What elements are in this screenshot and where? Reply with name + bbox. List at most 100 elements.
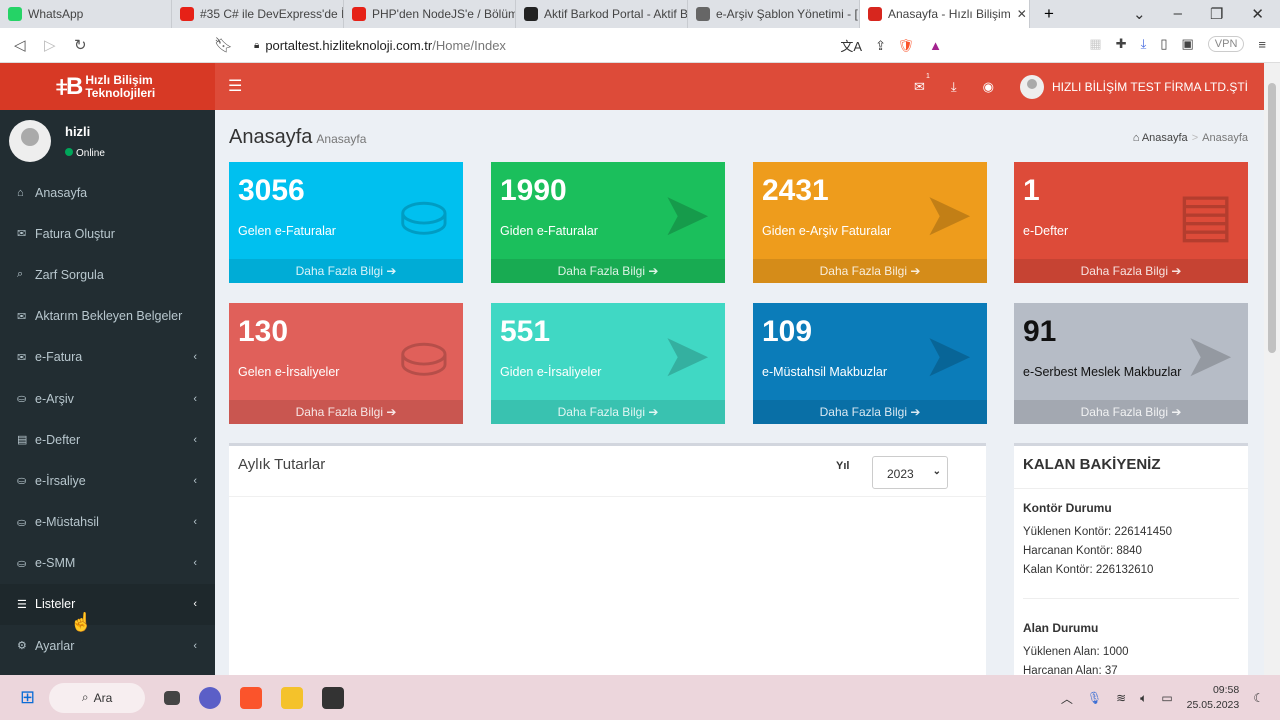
sidebar-item-ayarlar[interactable]: ⚙ Ayarlar ‹: [0, 625, 215, 666]
brave-icon[interactable]: [240, 686, 263, 709]
microphone-icon[interactable]: 🎙︎: [1086, 691, 1103, 705]
new-tab-icon[interactable]: +: [1044, 4, 1054, 23]
page-title: Anasayfa Anasayfa: [229, 126, 366, 149]
sidebar-item-e-fatura[interactable]: ✉ e-Fatura ‹: [0, 337, 215, 378]
volume-icon[interactable]: 🔈︎: [1140, 690, 1148, 705]
minimize-icon[interactable]: –: [1173, 5, 1182, 22]
more-info-link[interactable]: Daha Fazla Bilgi ➔: [753, 259, 987, 283]
taskbar-search[interactable]: ⌕ Ara: [49, 682, 146, 713]
share-icon[interactable]: ⇪: [875, 37, 886, 53]
browser-tab[interactable]: #35 C# ile DevExpress'de İş: [172, 0, 344, 28]
chevron-left-icon: ‹: [193, 392, 197, 405]
inbox-icon: ⛀: [17, 475, 27, 488]
chevron-up-icon[interactable]: ︿: [1060, 691, 1073, 706]
mail-icon[interactable]: ✉ 1: [913, 72, 930, 94]
page-subtitle: Anasayfa: [316, 132, 367, 146]
page-title-text: Anasayfa: [229, 126, 313, 148]
battery-icon[interactable]: ▭: [1161, 691, 1173, 705]
restore-icon[interactable]: ❐: [1209, 6, 1224, 23]
sidebar-item-e-i-rsaliye[interactable]: ⛀ e-İrsaliye ‹: [0, 460, 215, 501]
sidebar-item-label: Anasayfa: [35, 185, 88, 200]
sidebar-item-e-m-stahsil[interactable]: ⛀ e-Müstahsil ‹: [0, 502, 215, 543]
browser-tab[interactable]: Anasayfa - Hızlı Bilişim ✕: [860, 0, 1030, 28]
download-icon[interactable]: ⤓: [950, 78, 957, 94]
tile-label: Giden e-İrsaliyeler: [500, 365, 602, 379]
eye-icon[interactable]: ◉: [982, 78, 994, 94]
browser-tab[interactable]: e-Arşiv Şablon Yönetimi - [: [688, 0, 860, 28]
breadcrumb-current: Anasayfa: [1202, 132, 1248, 144]
teams-icon[interactable]: [199, 686, 222, 709]
clock[interactable]: 09:58 25.05.2023: [1187, 683, 1240, 713]
back-icon[interactable]: ◁: [14, 37, 26, 54]
browser-tab[interactable]: WhatsApp: [0, 0, 172, 28]
reload-icon[interactable]: ↻: [74, 37, 87, 54]
menu-icon[interactable]: ≡: [1258, 36, 1266, 52]
sidebar-item-label: e-Arşiv: [35, 391, 74, 406]
user-menu[interactable]: HIZLI BİLİŞİM TEST FİRMA LTD.ŞTİ: [1019, 74, 1248, 99]
more-info-link[interactable]: Daha Fazla Bilgi ➔: [1014, 400, 1248, 424]
inbox-icon: ⛀: [398, 181, 449, 248]
page-scrollbar[interactable]: [1264, 63, 1280, 675]
more-info-link[interactable]: Daha Fazla Bilgi ➔: [491, 259, 725, 283]
download-icon[interactable]: ⤓: [1140, 36, 1147, 51]
forward-icon[interactable]: ▷: [44, 37, 56, 54]
home-icon: ⌂: [1132, 132, 1142, 144]
wifi-icon[interactable]: ≋: [1116, 691, 1127, 705]
sidebar-item-fatura-olu-tur[interactable]: ✉ Fatura Oluştur: [0, 213, 215, 254]
globe-icon: [696, 7, 710, 21]
stat-tile: 91 e-Serbest Meslek Makbuzlar ➤ Daha Fazla …: [1014, 303, 1248, 424]
tile-label: e-Müstahsil Makbuzlar: [762, 365, 888, 379]
status-text: Online: [76, 148, 105, 159]
sidebar-toggle-icon[interactable]: ☰: [228, 78, 243, 95]
stat-tile: 1990 Giden e-Faturalar ➤ Daha Fazla Bilgi ➔: [491, 162, 725, 283]
file-explorer-icon[interactable]: [281, 686, 304, 709]
task-view-icon[interactable]: [164, 690, 181, 705]
sidebar-item-e-defter[interactable]: ▤ e-Defter ‹: [0, 419, 215, 460]
tab-search-icon[interactable]: ⌄: [1133, 6, 1146, 23]
wallet-icon[interactable]: ▣: [1181, 36, 1194, 51]
year-select[interactable]: 2023 ⌄: [872, 456, 948, 489]
sidebar-item-label: e-Fatura: [35, 350, 83, 365]
more-info-link[interactable]: Daha Fazla Bilgi ➔: [229, 259, 463, 283]
close-icon[interactable]: ✕: [1016, 7, 1027, 21]
app-icon[interactable]: [322, 686, 345, 709]
bookmark-icon[interactable]: 🔖︎: [214, 37, 234, 54]
more-info-link[interactable]: Daha Fazla Bilgi ➔: [1014, 259, 1248, 283]
browser-tab[interactable]: PHP'den NodeJS'e / Bölüm: [344, 0, 516, 28]
tab-title: #35 C# ile DevExpress'de İş: [200, 7, 344, 21]
sidebar-item-e-smm[interactable]: ⛀ e-SMM ‹: [0, 543, 215, 584]
chevron-left-icon: ‹: [193, 351, 197, 364]
tile-value: 91: [1023, 315, 1057, 348]
tile-value: 1990: [500, 174, 567, 207]
breadcrumb-home[interactable]: Anasayfa: [1141, 132, 1188, 144]
lock-icon: 🔒︎: [254, 40, 260, 51]
sidebar-item-e-ar-iv[interactable]: ⛀ e-Arşiv ‹: [0, 378, 215, 419]
stat-tile: 2431 Giden e-Arşiv Faturalar ➤ Daha Fazla B…: [753, 162, 987, 283]
sidebar-item-aktar-m-bekleyen-belgeler[interactable]: ✉ Aktarım Bekleyen Belgeler: [0, 296, 215, 337]
puzzle-icon[interactable]: ✚: [1115, 36, 1127, 51]
extension-icon[interactable]: ▦: [1089, 36, 1102, 51]
balance-title: KALAN BAKİYENİZ: [1023, 456, 1161, 473]
brave-shield-icon[interactable]: 🛡︎: [897, 37, 914, 53]
windows-start-icon[interactable]: ⊞: [20, 687, 36, 707]
focus-moon-icon[interactable]: ☾: [1253, 691, 1264, 705]
close-window-icon[interactable]: ✕: [1251, 6, 1264, 23]
mouse-cursor-icon: ☝: [70, 612, 93, 632]
url-input[interactable]: 🔒︎ portaltest.hizliteknoloji.com.tr/Home/…: [240, 32, 952, 59]
tile-label: Gelen e-Faturalar: [238, 224, 336, 238]
hizli-icon: [868, 7, 882, 21]
sidebar-item-listeler[interactable]: ☰ Listeler ‹: [0, 583, 215, 626]
more-info-link[interactable]: Daha Fazla Bilgi ➔: [491, 400, 725, 424]
vpn-button[interactable]: VPN: [1207, 36, 1245, 52]
sidebar-item-anasayfa[interactable]: ⌂ Anasayfa: [0, 172, 215, 213]
sidebar-item-zarf-sorgula[interactable]: ⌕ Zarf Sorgula: [0, 254, 215, 295]
sidebar-icon[interactable]: ▯: [1160, 36, 1168, 51]
inbox-icon: ⛀: [17, 393, 27, 406]
brave-rewards-icon[interactable]: ▲: [929, 38, 942, 53]
tile-value: 551: [500, 315, 551, 348]
more-info-link[interactable]: Daha Fazla Bilgi ➔: [753, 400, 987, 424]
more-info-link[interactable]: Daha Fazla Bilgi ➔: [229, 400, 463, 424]
translate-icon[interactable]: 文A: [840, 39, 862, 54]
browser-tab[interactable]: Aktif Barkod Portal - Aktif B: [516, 0, 688, 28]
logo[interactable]: ⧧B Hızlı Bilişim Teknolojileri: [0, 63, 215, 110]
